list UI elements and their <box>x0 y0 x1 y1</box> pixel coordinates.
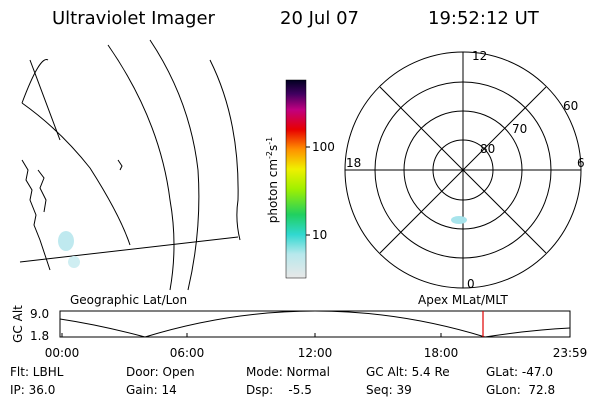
x-label: 18:00 <box>424 346 459 360</box>
footer-field: Door: Open <box>126 365 195 379</box>
lat-label: 70 <box>512 122 527 136</box>
mlt-label: 0 <box>467 277 475 291</box>
footer: Flt: LBHL Door: Open Mode: Normal GC Alt: 5… <box>10 365 555 397</box>
footer-field: GLat: -47.0 <box>486 365 553 379</box>
title: Ultraviolet Imager <box>52 8 216 29</box>
colorbar-label: photon cm-2s-1 <box>265 137 280 224</box>
y-label: 9.0 <box>30 307 49 321</box>
x-label: 12:00 <box>298 346 333 360</box>
footer-field: Mode: Normal <box>246 365 330 379</box>
y-label: 1.8 <box>30 329 49 343</box>
colorbar-tick: 100 <box>312 140 335 154</box>
footer-field: Seq: 39 <box>366 383 412 397</box>
polar-plot: 12 18 6 0 60 70 80 <box>344 49 585 291</box>
mlt-label: 6 <box>577 156 585 170</box>
footer-field: GC Alt: 5.4 Re <box>366 365 450 379</box>
timeline-title: Apex MLat/MLT <box>418 293 508 307</box>
footer-field: IP: 36.0 <box>10 383 55 397</box>
footer-field: Gain: 14 <box>126 383 177 397</box>
timeline-title: Geographic Lat/Lon <box>70 293 187 307</box>
time: 19:52:12 UT <box>428 8 540 29</box>
x-label: 06:00 <box>170 346 205 360</box>
mlt-label: 12 <box>472 49 487 63</box>
colorbar-tick: 10 <box>312 228 327 242</box>
geo-map <box>19 39 241 291</box>
footer-field: Flt: LBHL <box>10 365 64 379</box>
lat-label: 80 <box>480 142 495 156</box>
mlt-label: 18 <box>346 156 361 170</box>
colorbar: 100 10 photon cm-2s-1 <box>265 79 335 279</box>
lat-label: 60 <box>563 99 578 113</box>
axis-label: GC Alt <box>11 305 25 343</box>
x-label: 00:00 <box>45 346 80 360</box>
x-label: 23:59 <box>553 346 588 360</box>
timeline: Geographic Lat/Lon Apex MLat/MLT GC Alt … <box>11 293 587 360</box>
date: 20 Jul 07 <box>280 8 359 29</box>
footer-field: Dsp: -5.5 <box>246 383 312 397</box>
footer-field: GLon: 72.8 <box>486 383 555 397</box>
